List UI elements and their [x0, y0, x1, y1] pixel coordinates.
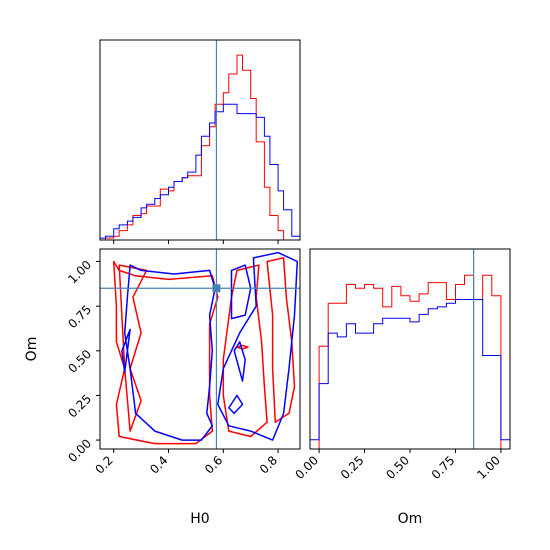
- contour-blue: [230, 264, 252, 320]
- om-x-ticks: 0.00 0.25 0.50 0.75 1.00: [292, 449, 503, 482]
- joint-panel: 0.2 0.4 0.6 0.8 0.00 0.25 0.50 0.75 1.00 H0 Om: [24, 248, 301, 527]
- om-x-tick-label: 0.25: [338, 453, 367, 482]
- h0-histogram-red: [100, 54, 292, 241]
- h0-x-tick-label: 0.4: [147, 453, 170, 476]
- h0-x-tick-label: 0.2: [92, 453, 115, 476]
- om-y-tick-label: 1.00: [65, 258, 94, 287]
- joint-contours: [112, 251, 299, 445]
- joint-frame: [99, 248, 301, 450]
- h0-marginal-frame: [99, 39, 301, 241]
- om-x-tick-label: 0.50: [383, 453, 412, 482]
- om-y-tick-label: 0.50: [65, 347, 94, 376]
- contour-blue: [121, 328, 131, 373]
- om-x-tick-label: 1.00: [474, 453, 503, 482]
- om-histogram-series: [309, 274, 511, 449]
- om-x-tick-label: 0.00: [292, 453, 321, 482]
- om-x-tick-label: 0.75: [429, 453, 458, 482]
- om-y-axis-label: Om: [24, 337, 40, 362]
- contour-blue: [233, 341, 246, 382]
- contour-blue: [123, 264, 216, 441]
- om-marginal-panel: 0.00 0.25 0.50 0.75 1.00 Om: [292, 248, 511, 527]
- om-histogram-blue: [309, 299, 511, 449]
- contour-red: [222, 264, 268, 438]
- contour-blue: [217, 251, 299, 441]
- contour-blue: [228, 394, 244, 415]
- contour-red: [266, 257, 296, 423]
- h0-marginal-panel: [99, 39, 301, 244]
- h0-histogram-series: [99, 54, 301, 241]
- h0-histogram-blue: [99, 103, 301, 240]
- joint-y-ticks: 0.00 0.25 0.50 0.75 1.00: [65, 258, 100, 465]
- h0-x-tick-label: 0.6: [202, 453, 225, 476]
- joint-truth-marker: [212, 284, 221, 293]
- om-x-axis-label: Om: [398, 511, 423, 527]
- om-y-tick-label: 0.00: [65, 436, 94, 465]
- om-y-tick-label: 0.75: [65, 302, 94, 331]
- h0-marginal-ticks: [113, 240, 279, 244]
- om-y-tick-label: 0.25: [65, 392, 94, 421]
- h0-x-tick-label: 0.8: [257, 453, 280, 476]
- h0-axis-label: H0: [190, 511, 209, 527]
- joint-x-ticks: 0.2 0.4 0.6 0.8: [92, 449, 280, 477]
- om-marginal-frame: [309, 248, 511, 450]
